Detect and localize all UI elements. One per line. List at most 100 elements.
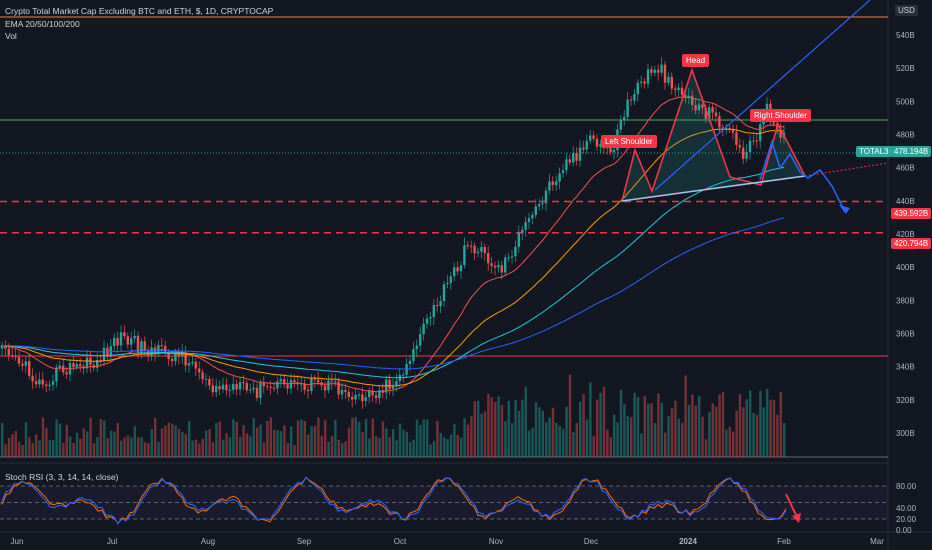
candle-body xyxy=(317,379,320,383)
candle-body xyxy=(255,387,259,398)
candle-body xyxy=(187,363,191,366)
candle-body xyxy=(521,229,524,234)
symbol-badge: TOTAL3 xyxy=(856,146,892,157)
volume-bar xyxy=(735,411,738,457)
volume-bar xyxy=(364,419,368,457)
candle-body xyxy=(589,135,592,141)
volume-bar xyxy=(375,436,378,457)
volume-bar xyxy=(109,430,113,457)
volume-bar xyxy=(58,423,62,457)
volume-bar xyxy=(344,441,347,457)
candle-body xyxy=(609,148,612,153)
candle-body xyxy=(136,335,140,353)
volume-bar xyxy=(565,406,568,457)
volume-bar xyxy=(337,439,340,457)
volume-bar xyxy=(378,438,381,457)
candle-body xyxy=(191,361,194,364)
volume-bar xyxy=(351,417,354,457)
volume-bar xyxy=(616,422,619,457)
volume-bar xyxy=(613,414,616,457)
candle-body xyxy=(347,391,350,397)
candle-body xyxy=(432,304,435,318)
candle-body xyxy=(361,394,364,402)
candle-body xyxy=(385,379,388,393)
volume-label[interactable]: Vol xyxy=(5,31,17,41)
x-tick-label: Sep xyxy=(297,537,312,546)
volume-bar xyxy=(507,400,510,457)
candle-body xyxy=(599,143,602,147)
volume-bar xyxy=(657,393,660,457)
candle-body xyxy=(391,386,395,389)
volume-bar xyxy=(320,435,323,457)
candle-body xyxy=(96,360,99,368)
volume-bar xyxy=(755,414,759,457)
volume-bar xyxy=(548,417,551,457)
candle-body xyxy=(323,385,327,391)
volume-bar xyxy=(585,419,589,457)
candle-body xyxy=(4,345,7,349)
volume-bar xyxy=(619,389,623,457)
candle-body xyxy=(388,379,391,389)
candle-body xyxy=(126,336,129,345)
candle-body xyxy=(269,386,272,388)
volume-bar xyxy=(582,394,585,457)
volume-bar xyxy=(228,437,232,457)
candle-body xyxy=(534,206,537,215)
volume-bar xyxy=(296,420,300,457)
volume-bar xyxy=(558,425,561,457)
currency-button[interactable]: USD xyxy=(895,5,918,16)
volume-bar xyxy=(405,431,408,457)
candle-body xyxy=(232,384,235,390)
candle-body xyxy=(201,372,204,380)
volume-bar xyxy=(273,429,276,457)
candle-body xyxy=(164,345,167,353)
volume-bar xyxy=(38,440,41,457)
volume-bar xyxy=(446,439,449,457)
volume-bar xyxy=(579,401,582,457)
candle-body xyxy=(327,380,330,391)
candle-body xyxy=(629,99,633,101)
volume-bar xyxy=(75,432,79,457)
candle-body xyxy=(691,95,694,106)
volume-bar xyxy=(681,422,684,457)
candle-body xyxy=(354,395,357,400)
candle-body xyxy=(378,390,381,399)
candle-body xyxy=(500,265,503,273)
candle-body xyxy=(408,360,412,364)
x-tick-label: Jun xyxy=(11,537,24,546)
volume-bar xyxy=(701,416,704,457)
volume-bar xyxy=(623,403,626,457)
volume-bar xyxy=(392,428,395,457)
candle-body xyxy=(626,99,629,117)
volume-bar xyxy=(1,422,4,457)
candle-body xyxy=(130,338,133,345)
volume-bar xyxy=(490,397,493,457)
candle-body xyxy=(493,265,497,268)
stoch-rsi-label[interactable]: Stoch RSI (3, 3, 14, 14, close) xyxy=(5,472,119,482)
volume-bar xyxy=(575,422,578,457)
volume-bar xyxy=(310,426,313,457)
candle-body xyxy=(640,81,643,83)
x-tick-label: Nov xyxy=(489,537,503,546)
volume-bar xyxy=(555,422,558,457)
candle-body xyxy=(565,159,568,171)
volume-bar xyxy=(480,413,483,457)
candle-body xyxy=(470,245,473,247)
volume-bar xyxy=(354,417,357,457)
ema-indicator-label[interactable]: EMA 20/50/100/200 xyxy=(5,19,80,29)
candle-body xyxy=(225,384,228,391)
volume-bar xyxy=(269,417,272,457)
volume-bar xyxy=(562,428,565,457)
candle-body xyxy=(483,247,486,253)
volume-bar xyxy=(62,442,65,457)
candle-body xyxy=(221,384,225,390)
volume-bar xyxy=(313,426,317,457)
volume-bar xyxy=(31,443,34,457)
candle-body xyxy=(303,383,306,390)
volume-bar xyxy=(497,396,500,457)
volume-bar xyxy=(432,441,436,457)
candle-body xyxy=(245,383,248,391)
candle-body xyxy=(697,104,701,111)
